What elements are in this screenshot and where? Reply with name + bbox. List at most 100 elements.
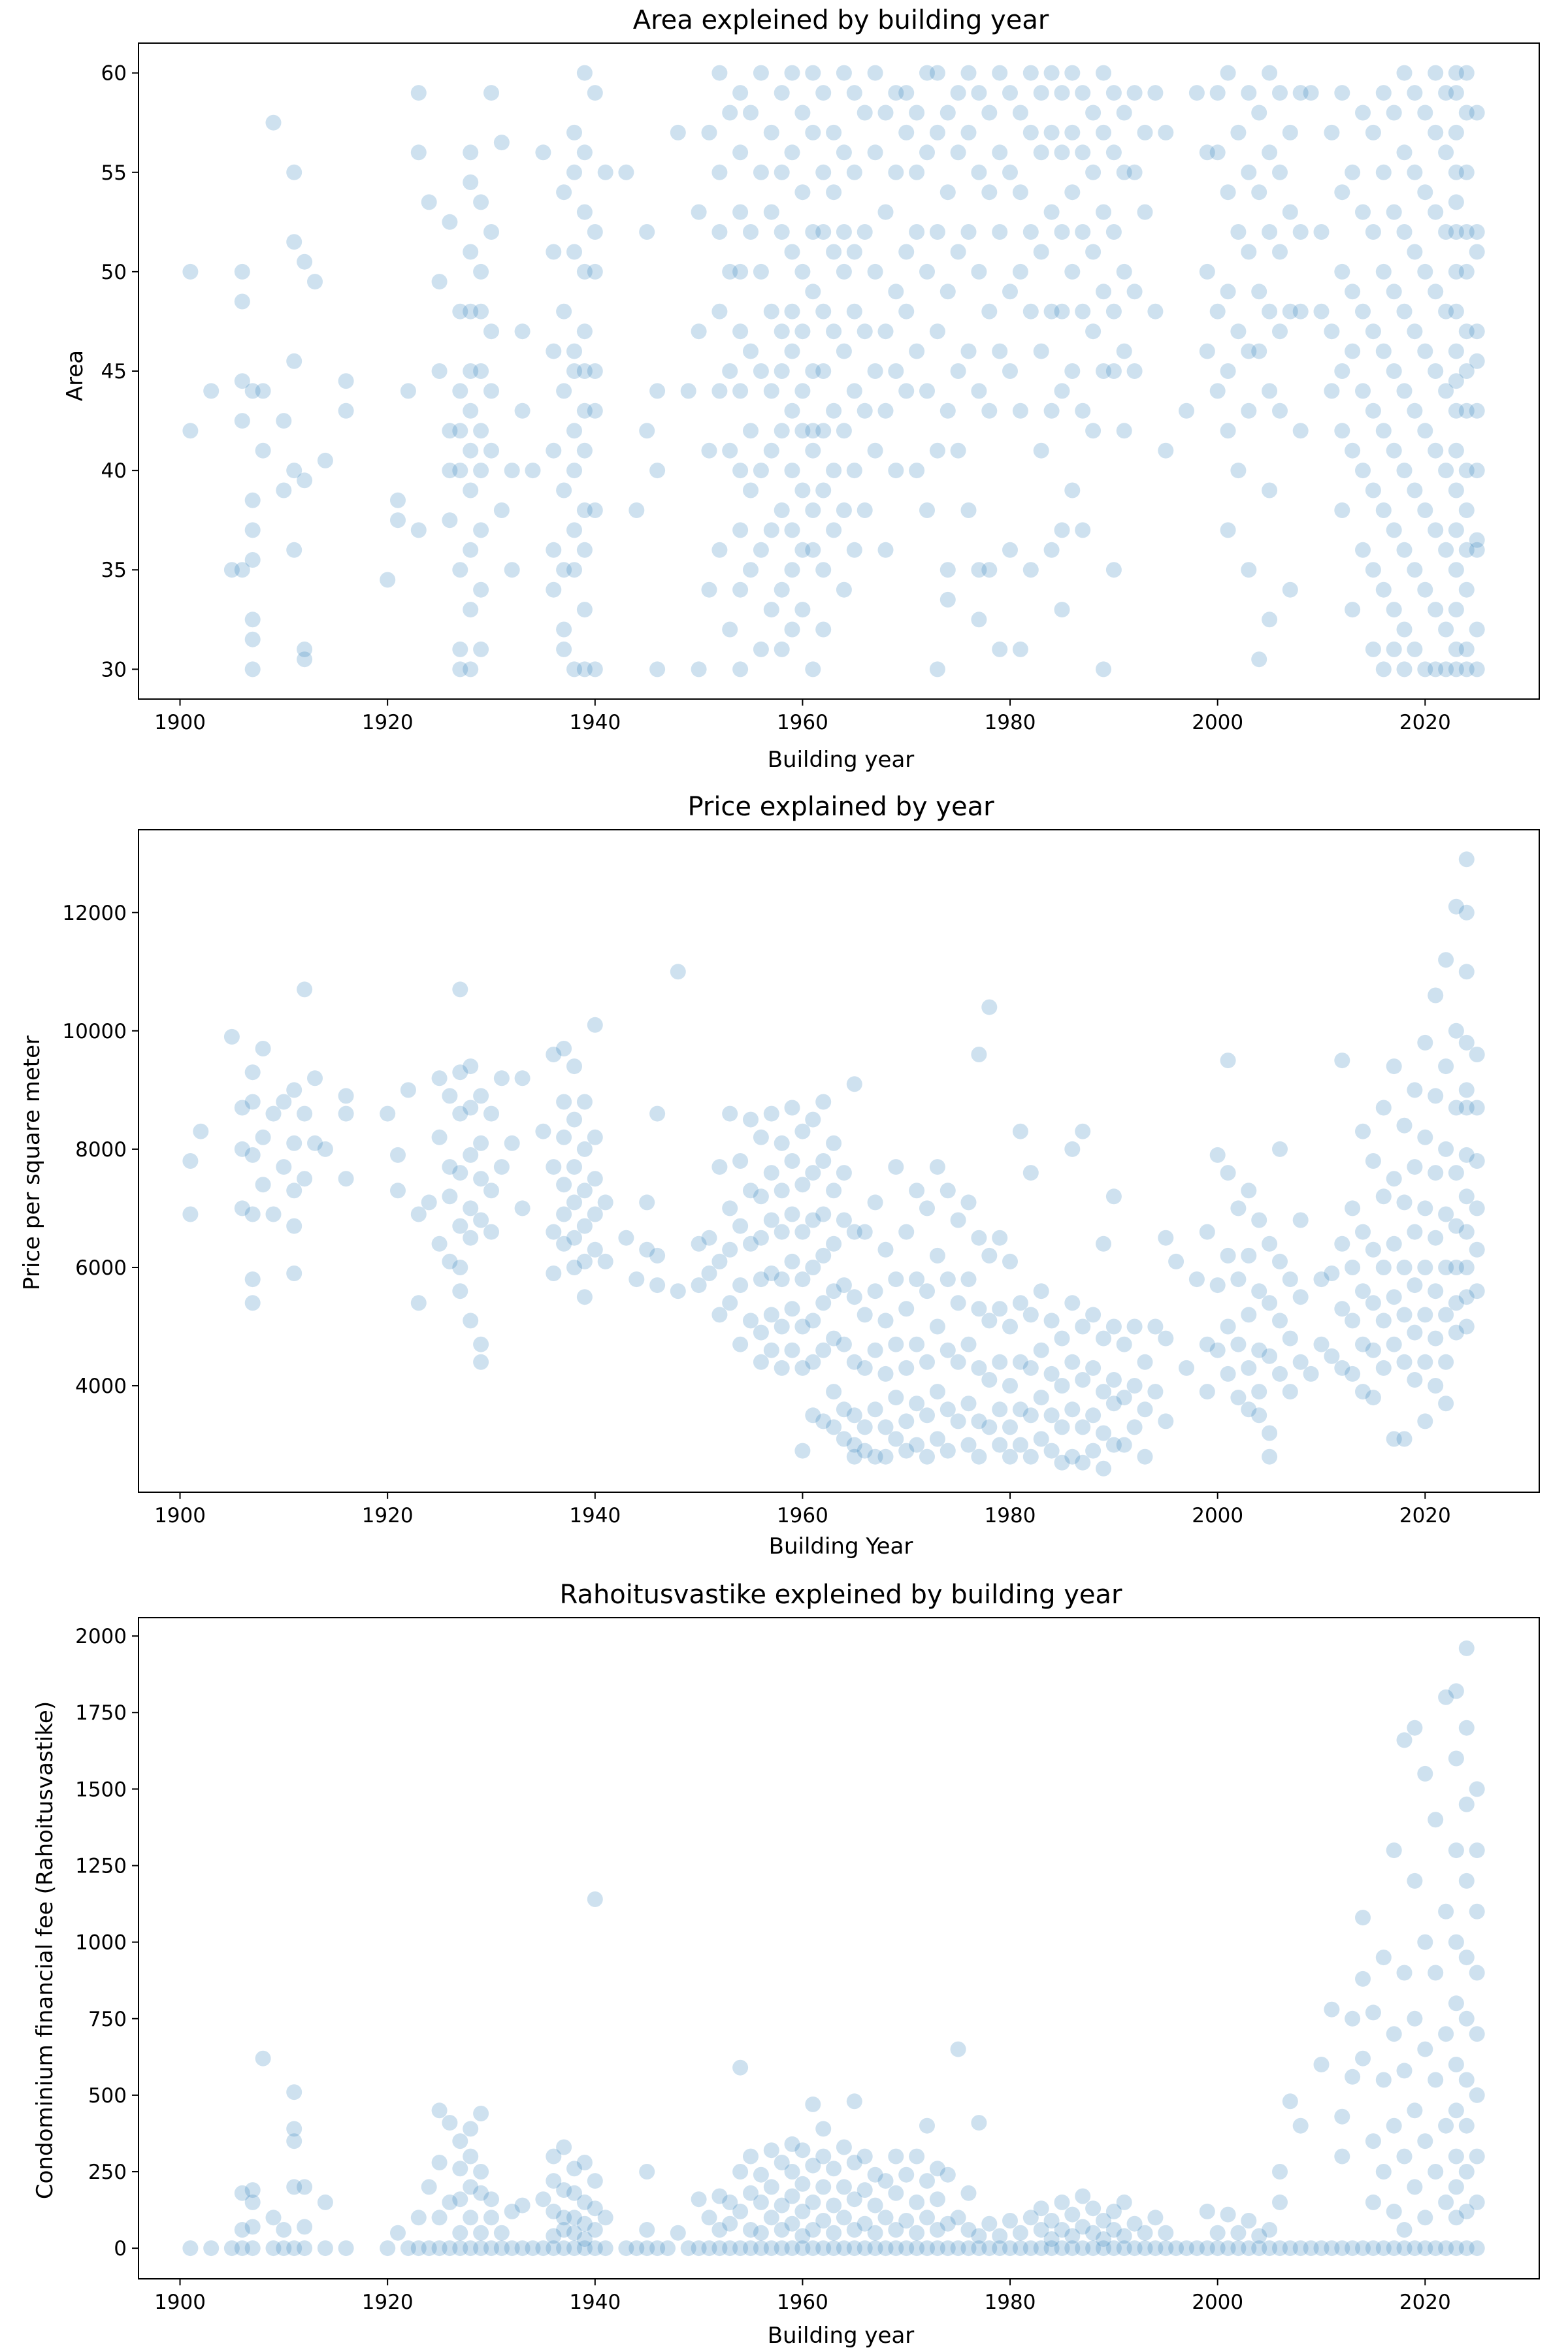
data-point [1220,363,1236,379]
data-point [234,1200,250,1217]
data-point [473,194,489,210]
data-point [1458,1100,1475,1116]
y-tick-label: 40 [101,459,127,483]
data-point [1438,1206,1454,1222]
data-point [1386,105,1402,121]
data-point [1075,2219,1091,2235]
data-point [1075,144,1091,161]
data-point [265,2210,282,2226]
data-point [867,1448,883,1465]
data-point [1448,1324,1464,1341]
data-point [317,2240,333,2257]
data-point [1085,1443,1102,1459]
data-point [1096,124,1111,140]
data-point [815,423,832,439]
x-tick-label: 1940 [569,1504,621,1527]
data-point [431,274,448,290]
data-point [867,2166,883,2183]
data-point [410,85,427,101]
data-point [1085,164,1102,180]
data-point [1355,1283,1371,1299]
data-point [929,2240,945,2257]
data-point [556,621,572,638]
data-point [576,323,593,340]
data-point [784,1206,800,1222]
data-point [1458,1950,1475,1966]
data-point [1251,1407,1267,1424]
data-point [400,2240,416,2257]
data-point [846,303,862,319]
data-point [452,1218,468,1234]
data-point [1428,602,1444,618]
data-point [1448,402,1464,419]
data-point [732,2240,749,2257]
data-point [1230,2225,1247,2241]
data-point [794,2240,811,2257]
data-point [722,1105,738,1122]
data-point [546,1047,562,1062]
data-point [784,1253,800,1269]
data-point [888,85,904,101]
data-point [1043,2213,1060,2229]
data-point [1386,1235,1402,1252]
data-point [1334,1235,1350,1252]
data-point [1002,1378,1018,1394]
data-point [1137,2240,1153,2257]
data-point [1417,1354,1433,1370]
data-point [421,1194,437,1211]
data-point [452,1165,468,1181]
data-point [1096,2213,1111,2229]
data-point [1085,2240,1102,2257]
data-point [919,65,935,81]
data-point [1022,1448,1039,1465]
data-point [826,1384,842,1400]
data-point [452,463,468,479]
data-point [1179,402,1194,419]
data-point [1428,987,1444,1004]
data-point [784,65,800,81]
data-point [576,2240,593,2257]
data-point [1469,2087,1485,2103]
data-point [722,105,738,121]
data-point [1147,85,1164,101]
data-point [857,2148,873,2164]
data-point [463,144,479,161]
data-point [639,1241,655,1258]
data-point [1241,244,1257,260]
data-point [1417,1307,1433,1323]
data-point [1438,85,1454,101]
data-point [410,144,427,161]
data-point [1469,353,1485,369]
data-point [1313,2057,1330,2072]
data-point [815,224,832,240]
data-point [743,343,759,359]
data-point [1417,1765,1433,1782]
data-point [452,981,468,998]
data-point [1230,1271,1247,1288]
data-point [1199,2240,1215,2257]
data-point [1334,502,1350,518]
data-point [784,144,800,161]
data-point [1458,363,1475,379]
data-point [784,463,800,479]
data-point [1375,581,1392,598]
data-point [763,2240,779,2257]
data-point [950,363,966,379]
data-point [971,164,987,180]
data-point [286,1082,302,1098]
data-point [763,1342,779,1358]
data-point [1158,1330,1174,1347]
data-point [1137,124,1153,140]
data-point [317,1141,333,1157]
data-point [244,522,261,538]
data-point [1012,402,1028,419]
data-point [1428,1965,1444,1981]
data-point [1075,522,1091,538]
data-point [867,1401,883,1418]
data-point [1105,85,1122,101]
data-point [732,1153,749,1169]
data-point [1209,2240,1226,2257]
data-point [774,2155,790,2170]
data-point [888,2148,904,2164]
data-point [452,1283,468,1299]
